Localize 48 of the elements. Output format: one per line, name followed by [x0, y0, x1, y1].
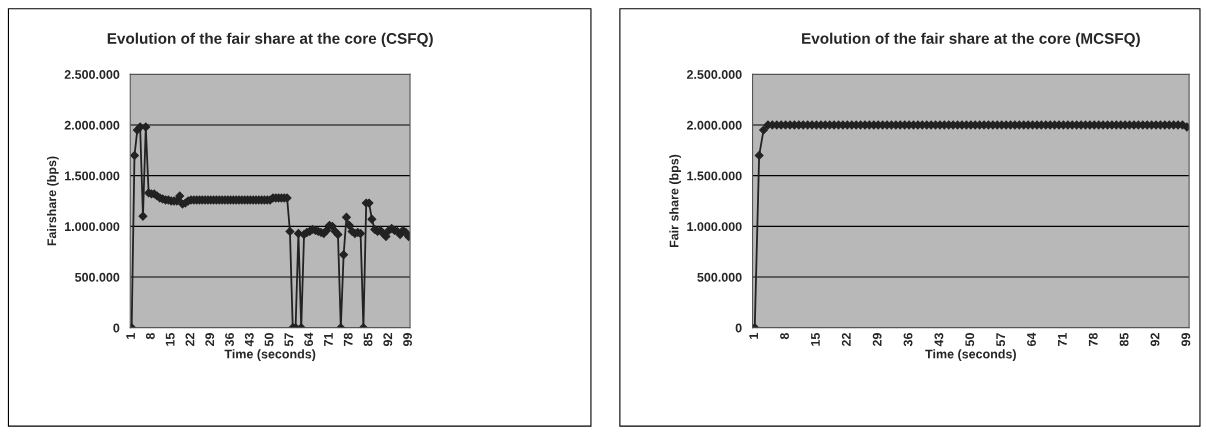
x-tick-label: 71 — [1058, 332, 1067, 346]
x-axis-title: Time (seconds) — [224, 349, 316, 361]
x-tick-label: 64 — [1027, 332, 1036, 347]
x-tick-label: 92 — [1150, 333, 1160, 347]
chart-title: Evolution of the fair share at the core (MCSFQ) — [802, 32, 1140, 47]
x-tick-label: 99 — [403, 333, 412, 347]
x-tick-label: 78 — [1088, 332, 1098, 346]
chart-title: Evolution of the fair share at the core (CSFQ) — [107, 32, 433, 47]
x-tick-label: 1 — [749, 332, 758, 339]
y-axis-title: Fair share (bps) — [669, 154, 681, 248]
x-tick-label: 43 — [244, 333, 254, 347]
x-tick-label: 92 — [383, 333, 393, 347]
y-tick-label: 0 — [113, 323, 120, 333]
x-tick-label: 8 — [145, 332, 155, 340]
x-axis-title: Time (seconds) — [925, 349, 1016, 361]
x-tick-label: 29 — [205, 333, 215, 347]
x-tick-label: 57 — [996, 333, 1006, 347]
y-tick-label: 2.000.000 — [64, 120, 120, 130]
y-tick-label: 1.000.000 — [687, 222, 742, 232]
x-tick-label: 64 — [304, 332, 314, 347]
x-tick-label: 22 — [185, 333, 195, 347]
x-tick-label: 78 — [343, 332, 353, 346]
y-tick-label: 1.500.000 — [65, 171, 120, 181]
y-axis-title: Fairshare (bps) — [47, 156, 59, 246]
x-tick-label: 36 — [903, 333, 913, 347]
y-tick-label: 2.000.000 — [686, 120, 742, 130]
x-tick-label: 50 — [965, 333, 975, 347]
y-tick-label: 500.000 — [697, 272, 742, 282]
x-tick-label: 85 — [363, 332, 373, 347]
x-tick-label: 99 — [1181, 333, 1191, 347]
y-tick-label: 1.500.000 — [687, 171, 742, 181]
x-tick-label: 15 — [811, 332, 820, 346]
x-tick-label: 22 — [841, 333, 851, 347]
x-tick-label: 15 — [165, 332, 175, 346]
x-tick-label: 85 — [1119, 332, 1129, 347]
y-tick-label: 2.500.000 — [686, 70, 742, 79]
x-tick-label: 50 — [264, 333, 274, 347]
x-tick-label: 57 — [284, 333, 294, 347]
y-tick-label: 0 — [735, 323, 742, 333]
y-tick-label: 1.000.000 — [65, 222, 120, 232]
y-tick-label: 500.000 — [75, 272, 120, 282]
x-tick-label: 71 — [324, 332, 333, 346]
y-tick-label: 2.500.000 — [64, 70, 120, 79]
x-tick-label: 29 — [872, 333, 882, 347]
x-tick-label: 1 — [126, 332, 135, 339]
x-tick-label: 8 — [780, 332, 789, 340]
x-tick-label: 43 — [934, 333, 944, 347]
x-tick-label: 36 — [225, 333, 234, 347]
